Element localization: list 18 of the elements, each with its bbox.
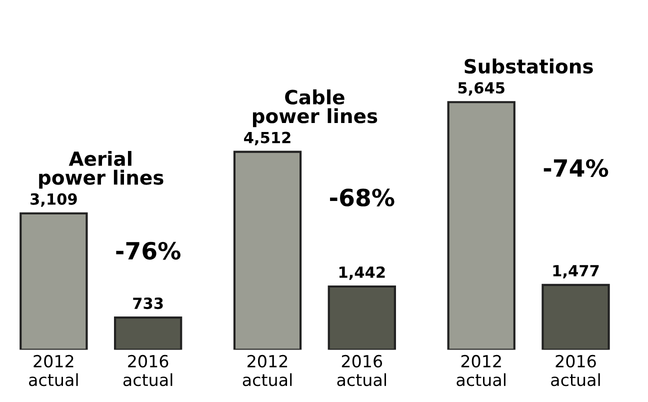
x-tick-label: 2012 actual (242, 354, 292, 386)
chart-title: Aerial power lines (39, 150, 164, 189)
x-tick-label: 2016 actual (123, 354, 172, 386)
annotation: -76% (116, 242, 180, 260)
chart-title: Substations (464, 58, 593, 74)
x-tick-label: 2016 actual (551, 354, 600, 386)
chart-title: Cable power lines (252, 89, 378, 128)
data-label: 1,442 (339, 266, 385, 280)
data-label: 5,645 (458, 82, 504, 96)
annotation: -74% (544, 159, 608, 177)
x-tick-label: 2016 actual (337, 354, 386, 386)
x-tick-label: 2012 actual (29, 354, 78, 386)
data-label: 1,477 (553, 265, 599, 278)
data-label: 4,512 (244, 132, 290, 146)
annotation: -68% (330, 188, 394, 206)
data-label: 733 (133, 298, 163, 310)
data-label: 3,109 (30, 193, 77, 207)
x-tick-label: 2012 actual (456, 354, 506, 386)
